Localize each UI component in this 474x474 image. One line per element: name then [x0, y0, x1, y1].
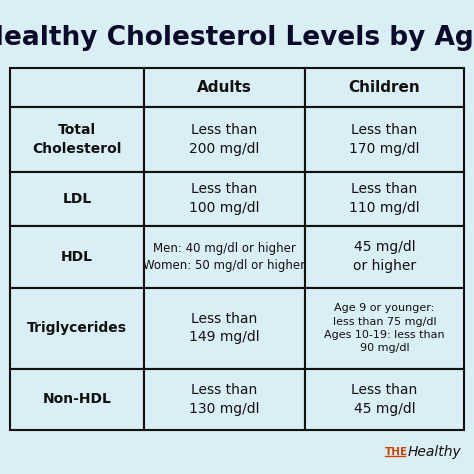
Text: Less than
170 mg/dl: Less than 170 mg/dl — [349, 123, 420, 156]
Text: LDL: LDL — [63, 191, 91, 206]
Bar — [10, 108, 144, 172]
Text: Adults: Adults — [197, 80, 252, 95]
Bar — [305, 172, 464, 226]
Bar — [305, 226, 464, 288]
Text: Less than
100 mg/dl: Less than 100 mg/dl — [189, 182, 260, 215]
Bar — [10, 369, 144, 430]
Bar — [10, 172, 144, 226]
Text: Less than
149 mg/dl: Less than 149 mg/dl — [189, 312, 260, 345]
Text: Men: 40 mg/dl or higher
Women: 50 mg/dl or higher: Men: 40 mg/dl or higher Women: 50 mg/dl … — [144, 242, 306, 272]
Text: Less than
45 mg/dl: Less than 45 mg/dl — [351, 383, 418, 416]
Text: Healthy Cholesterol Levels by Age: Healthy Cholesterol Levels by Age — [0, 25, 474, 51]
Bar — [10, 68, 144, 108]
Text: 45 mg/dl
or higher: 45 mg/dl or higher — [353, 240, 416, 273]
Text: Healthy: Healthy — [408, 445, 462, 459]
Bar — [10, 226, 144, 288]
Bar — [305, 369, 464, 430]
Text: Children: Children — [349, 80, 420, 95]
Text: THE: THE — [385, 447, 408, 457]
Text: Total
Cholesterol: Total Cholesterol — [32, 123, 122, 156]
Bar — [144, 108, 305, 172]
Bar — [305, 288, 464, 369]
Text: Age 9 or younger:
less than 75 mg/dl
Ages 10-19: less than
90 mg/dl: Age 9 or younger: less than 75 mg/dl Age… — [324, 303, 445, 353]
Text: Less than
110 mg/dl: Less than 110 mg/dl — [349, 182, 420, 215]
Bar — [144, 288, 305, 369]
Text: HDL: HDL — [61, 250, 93, 264]
Bar — [144, 172, 305, 226]
Text: Less than
130 mg/dl: Less than 130 mg/dl — [189, 383, 260, 416]
Bar — [10, 288, 144, 369]
Text: Triglycerides: Triglycerides — [27, 321, 127, 335]
Bar — [305, 68, 464, 108]
Bar — [305, 108, 464, 172]
Text: Non-HDL: Non-HDL — [43, 392, 111, 406]
Bar — [144, 226, 305, 288]
Text: Less than
200 mg/dl: Less than 200 mg/dl — [189, 123, 260, 156]
Bar — [144, 369, 305, 430]
Bar — [144, 68, 305, 108]
